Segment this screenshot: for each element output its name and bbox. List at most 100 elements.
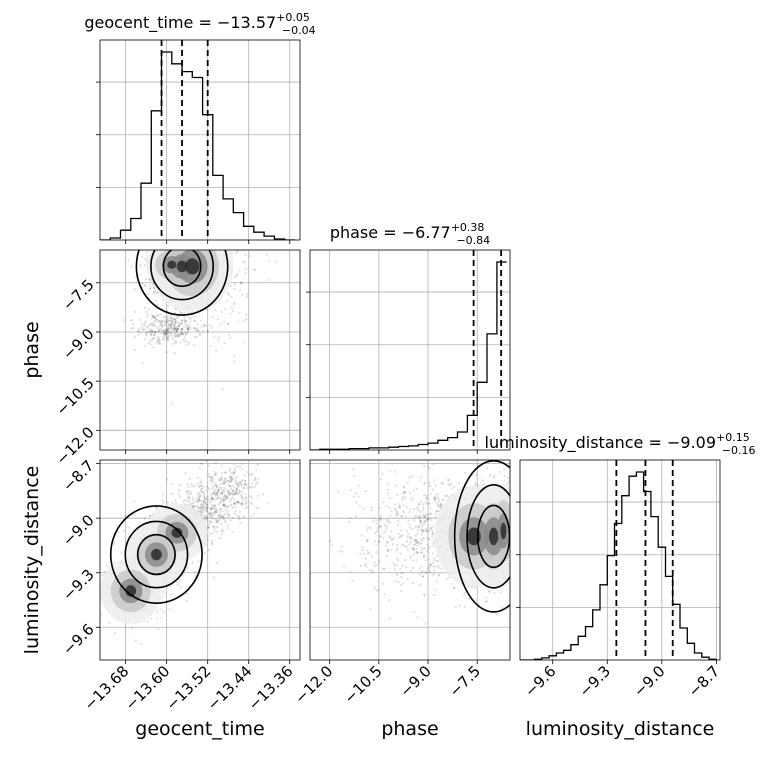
sample-point (423, 481, 426, 484)
sample-point (139, 331, 142, 335)
sample-point (190, 502, 193, 505)
sample-point (157, 331, 160, 334)
density-level-3 (489, 527, 499, 546)
sample-point (199, 462, 203, 465)
sample-point (429, 493, 432, 496)
x-tick-label-geocent_time: −13.36 (245, 662, 297, 714)
sample-point (433, 498, 436, 501)
sample-point (389, 521, 392, 525)
sample-point (208, 475, 211, 478)
sample-point (199, 494, 202, 497)
sample-point (227, 322, 230, 326)
sample-point (161, 322, 164, 326)
sample-point (515, 523, 517, 525)
sample-point (200, 487, 203, 491)
sample-point (394, 507, 397, 510)
sample-point (254, 268, 257, 271)
sample-point (370, 506, 373, 509)
sample-point (352, 468, 355, 471)
sample-point (503, 467, 506, 470)
sample-point (426, 543, 429, 546)
sample-point (512, 532, 514, 534)
sample-point (201, 235, 203, 237)
sample-point (197, 496, 200, 499)
sample-point (226, 489, 229, 492)
sample-point (214, 508, 217, 511)
sample-point (432, 479, 435, 482)
sample-point (432, 594, 435, 597)
sample-point (163, 333, 166, 336)
sample-point (428, 563, 431, 566)
sample-point (211, 525, 214, 528)
sample-point (441, 482, 444, 485)
sample-point (243, 486, 246, 489)
sample-point (374, 519, 377, 522)
sample-point (187, 328, 190, 332)
sample-point (206, 503, 209, 507)
sample-point (369, 607, 372, 610)
y-tick-label-phase: −12.0 (52, 423, 97, 468)
sample-point (112, 540, 116, 543)
sample-point (173, 325, 176, 328)
sample-point (179, 330, 183, 333)
sample-point (220, 479, 223, 482)
sample-point (155, 506, 158, 509)
sample-point (142, 324, 146, 327)
sample-point (411, 559, 414, 562)
title-geocent_time: geocent_time = −13.57+0.05 −0.04 (84, 11, 315, 37)
sample-point (214, 518, 217, 521)
sample-point (370, 508, 373, 512)
sample-point (241, 462, 244, 466)
sample-point (174, 501, 177, 505)
sample-point (227, 513, 230, 517)
sample-point (170, 194, 172, 196)
sample-point (399, 567, 402, 570)
sample-point (513, 573, 515, 575)
sample-point (239, 465, 242, 469)
sample-point (173, 328, 176, 331)
x-tick-label-geocent_time: −13.52 (163, 662, 215, 714)
sample-point (199, 481, 203, 484)
sample-point (511, 554, 513, 556)
sample-point (448, 576, 451, 579)
sample-point (221, 500, 225, 503)
sample-point (421, 575, 424, 578)
sample-point (418, 479, 421, 482)
sample-point (214, 505, 217, 508)
sample-point (250, 474, 253, 477)
sample-point (217, 514, 220, 517)
sample-point (407, 519, 410, 522)
sample-point (422, 556, 426, 559)
contour-level-1 (124, 520, 189, 589)
sample-point (180, 319, 184, 322)
sample-point (138, 273, 141, 276)
sample-point (252, 268, 255, 271)
sample-point (408, 510, 411, 514)
sample-point (204, 497, 207, 500)
sample-point (227, 490, 230, 493)
sample-point (154, 222, 156, 224)
sample-point (193, 499, 196, 502)
sample-point (148, 283, 152, 287)
sample-point (391, 543, 395, 546)
sample-point (442, 499, 445, 502)
sample-point (396, 493, 399, 496)
sample-point (447, 479, 450, 482)
sample-point (193, 204, 195, 206)
sample-point (197, 498, 201, 501)
sample-point (209, 479, 212, 482)
sample-point (185, 331, 188, 334)
sample-point (245, 501, 248, 504)
sample-point (376, 527, 379, 530)
sample-point (162, 590, 165, 593)
sample-point (197, 246, 199, 248)
sample-point (187, 327, 190, 330)
sample-point (231, 496, 234, 499)
sample-point (134, 639, 137, 642)
sample-point (422, 529, 425, 532)
sample-point (183, 336, 186, 339)
sample-point (196, 560, 199, 563)
sample-point (357, 495, 360, 498)
sample-point (408, 523, 411, 526)
sample-point (187, 327, 190, 330)
